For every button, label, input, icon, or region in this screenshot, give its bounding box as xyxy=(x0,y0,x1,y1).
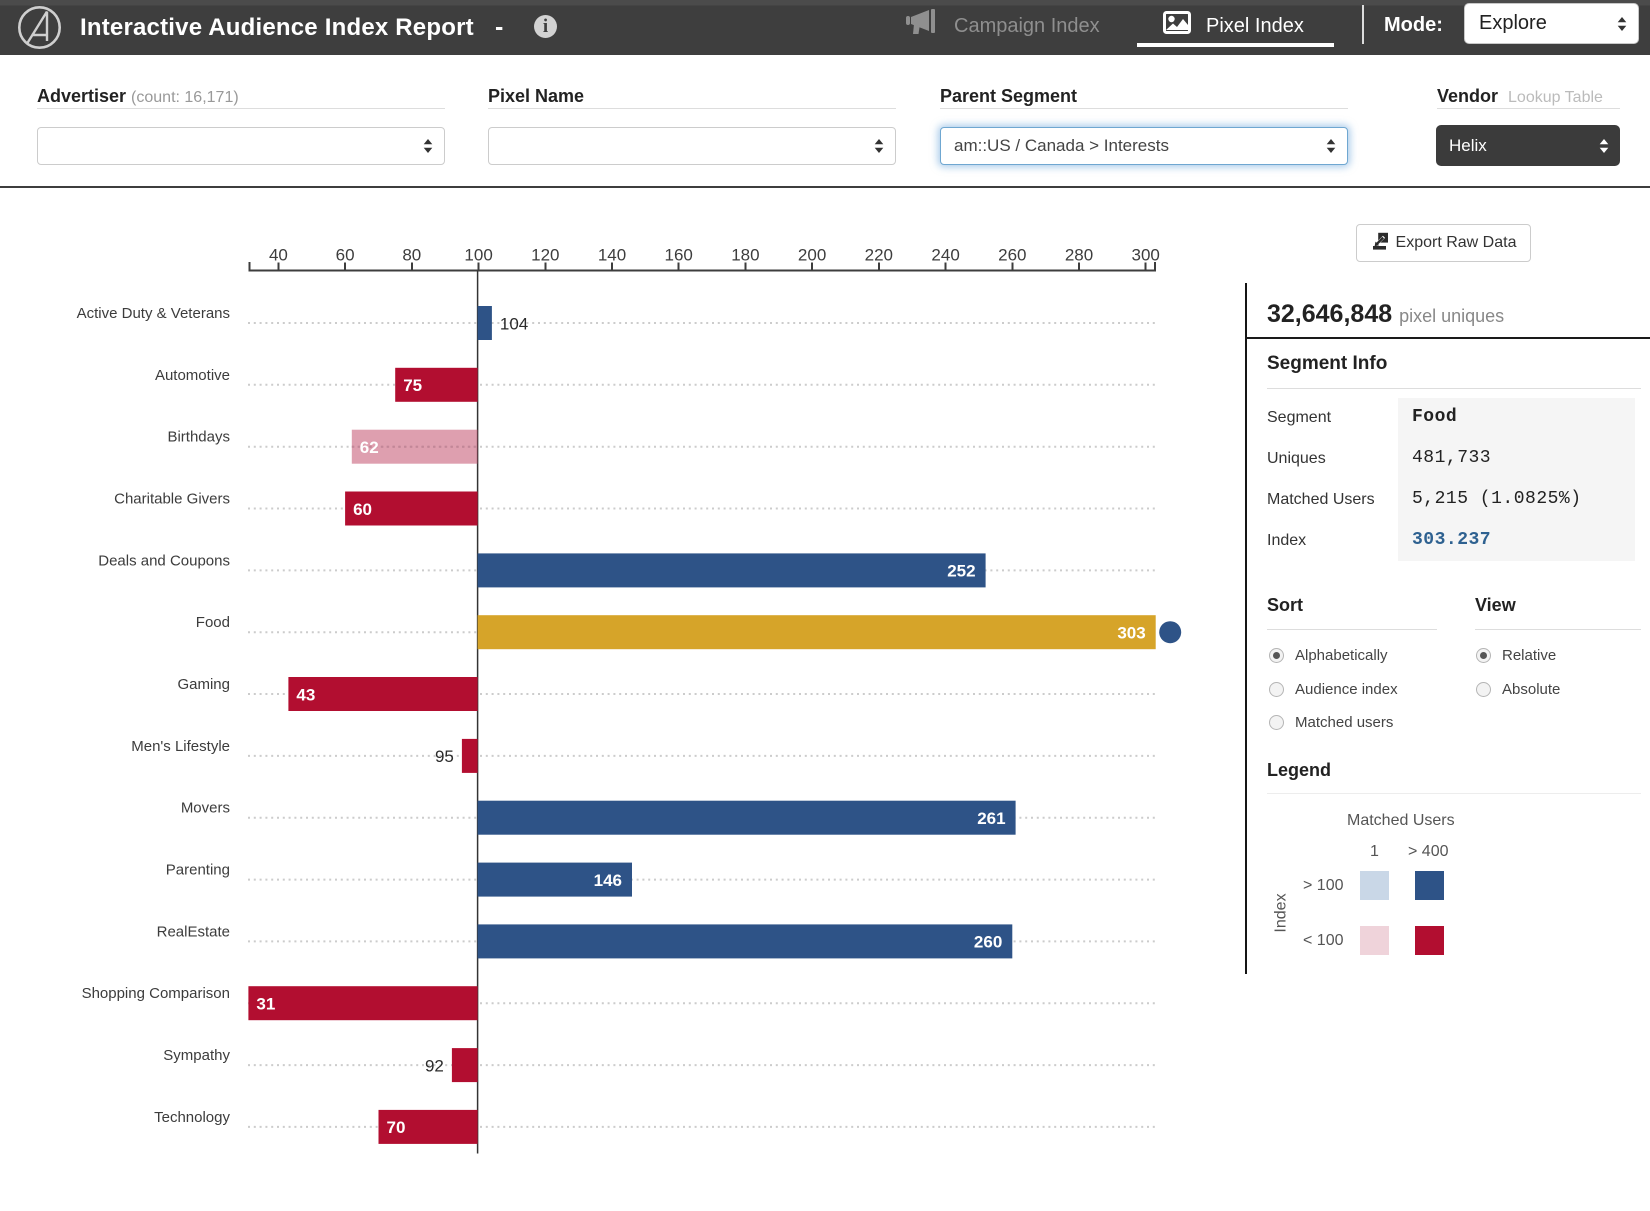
svg-text:140: 140 xyxy=(598,246,626,265)
svg-text:261: 261 xyxy=(977,809,1005,828)
svg-text:146: 146 xyxy=(594,871,622,890)
svg-text:80: 80 xyxy=(402,246,421,265)
svg-text:260: 260 xyxy=(998,246,1026,265)
svg-text:180: 180 xyxy=(731,246,759,265)
svg-text:60: 60 xyxy=(353,500,372,519)
svg-text:Shopping Comparison: Shopping Comparison xyxy=(82,985,230,1002)
svg-text:300: 300 xyxy=(1132,246,1160,265)
svg-text:Automotive: Automotive xyxy=(155,367,230,384)
svg-text:62: 62 xyxy=(360,438,379,457)
svg-text:260: 260 xyxy=(974,933,1002,952)
svg-text:160: 160 xyxy=(665,246,693,265)
svg-text:303: 303 xyxy=(1117,624,1145,643)
svg-text:31: 31 xyxy=(256,995,275,1014)
svg-text:200: 200 xyxy=(798,246,826,265)
svg-text:RealEstate: RealEstate xyxy=(157,923,230,940)
svg-text:60: 60 xyxy=(336,246,355,265)
svg-text:Movers: Movers xyxy=(181,800,230,817)
svg-text:Men's Lifestyle: Men's Lifestyle xyxy=(131,738,230,755)
svg-text:70: 70 xyxy=(387,1118,406,1137)
svg-text:Sympathy: Sympathy xyxy=(163,1047,230,1064)
svg-text:120: 120 xyxy=(531,246,559,265)
svg-text:Birthdays: Birthdays xyxy=(167,429,230,446)
svg-text:240: 240 xyxy=(931,246,959,265)
svg-text:92: 92 xyxy=(425,1056,444,1075)
svg-text:Gaming: Gaming xyxy=(177,676,230,693)
svg-text:Active Duty & Veterans: Active Duty & Veterans xyxy=(77,305,230,322)
svg-text:43: 43 xyxy=(296,685,315,704)
svg-text:95: 95 xyxy=(435,747,454,766)
svg-text:280: 280 xyxy=(1065,246,1093,265)
svg-text:75: 75 xyxy=(403,376,422,395)
svg-text:40: 40 xyxy=(269,246,288,265)
svg-text:104: 104 xyxy=(500,314,528,333)
svg-text:252: 252 xyxy=(947,562,975,581)
svg-text:100: 100 xyxy=(464,246,492,265)
svg-text:Charitable Givers: Charitable Givers xyxy=(114,491,230,508)
svg-text:220: 220 xyxy=(865,246,893,265)
svg-text:Deals and Coupons: Deals and Coupons xyxy=(98,552,230,569)
svg-text:Food: Food xyxy=(196,614,230,631)
svg-text:Technology: Technology xyxy=(154,1109,230,1126)
svg-text:Parenting: Parenting xyxy=(166,862,230,879)
